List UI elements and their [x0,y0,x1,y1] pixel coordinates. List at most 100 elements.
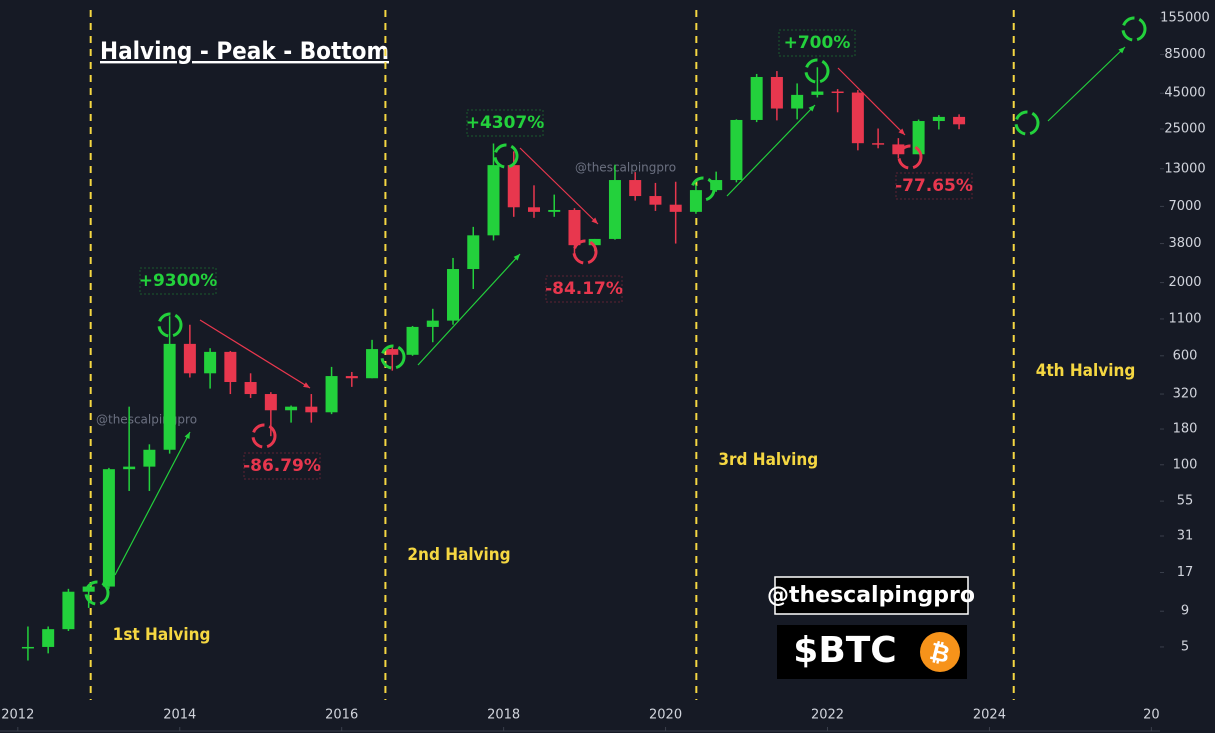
halving-label: 3rd Halving [718,450,818,470]
y-tick-label: 9 [1181,604,1189,619]
label-box [895,172,973,200]
marker-ring [897,144,923,170]
candle-body [82,586,95,592]
candle-body [102,469,115,587]
y-tick-label: 7000 [1168,199,1201,214]
candle-body [42,629,55,647]
y-tick-label: 45000 [1164,86,1205,101]
candle-body [447,269,460,321]
candle-body [953,116,966,125]
candle-body [507,165,520,208]
candle-body [568,209,581,246]
y-tick-label: 13000 [1164,161,1205,176]
candle-body [244,382,257,395]
y-tick-label: 85000 [1164,47,1205,62]
candle-body [548,209,561,212]
y-tick-label: 155000 [1160,11,1210,26]
candle-body [770,76,783,109]
watermark: @thescalpingpro [575,161,676,175]
candle-body [527,207,540,212]
candle-body [851,92,864,144]
candle-body [710,180,723,191]
arrow-head [591,217,598,224]
x-tick-label: 2018 [487,708,520,723]
candle-body [750,76,763,120]
arrow-head [184,432,190,439]
marker-ring [1014,110,1040,136]
marker-ring [84,580,110,606]
x-tick-label: 2012 [1,708,34,723]
y-tick-label: 320 [1173,387,1198,402]
y-tick-label: 3800 [1168,236,1201,251]
y-tick-label: 1100 [1168,311,1201,326]
watermark: @thescalpingpro [96,413,197,427]
percent-label: -86.79% [243,456,321,476]
label-box [243,452,321,480]
marker-ring [157,312,183,338]
candle-body [831,91,844,94]
handle: @thescalpingpro [767,583,975,608]
candle-body [892,144,905,155]
percent-label: +700% [784,33,851,53]
y-tick-label: 25000 [1164,121,1205,136]
arrow-head [808,105,815,112]
y-tick-label: 17 [1177,565,1194,580]
x-tick-label: 20 [1143,708,1160,723]
trend-arrow [417,253,521,366]
candle-body [872,143,885,145]
candle-body [932,116,945,122]
ticker: $BTC [793,630,896,671]
x-tick-label: 2020 [649,708,682,723]
x-tick-label: 2014 [163,708,196,723]
candle-body [62,591,75,630]
marker-ring [804,58,830,84]
y-tick-label: 600 [1173,348,1198,363]
candle-body [285,406,298,411]
arrow-head [513,254,520,261]
candle-body [366,349,379,379]
candle-body [608,180,621,239]
candle-body [588,238,601,246]
label-box [545,275,623,303]
candle-body [406,326,419,355]
halving-label: 4th Halving [1036,361,1136,381]
candle-body [629,180,642,197]
candle-body [163,343,176,450]
marker-ring [380,344,406,370]
candle-body [224,351,237,383]
halving-label: 2nd Halving [407,545,510,565]
candle-body [467,235,480,270]
halving-label: 1st Halving [113,625,211,645]
candle-body [143,449,156,467]
chart-title: Halving - Peak - Bottom [100,37,389,65]
y-tick-label: 31 [1177,528,1194,543]
x-tick-label: 2024 [973,708,1006,723]
x-tick-label: 2016 [325,708,358,723]
label-box [778,29,856,57]
trend-arrow [837,67,906,136]
percent-label: -84.17% [545,279,623,299]
x-tick-label: 2022 [811,708,844,723]
candle-body [183,343,196,374]
y-tick-label: 180 [1173,422,1198,437]
arrow-head [1118,47,1125,54]
percent-label: -77.65% [895,176,973,196]
candle-body [669,204,682,212]
label-box [466,109,544,137]
candle-body [791,94,804,109]
marker-ring [690,176,716,202]
trend-arrow [519,147,599,225]
arrow-head [898,128,905,135]
trend-arrow [726,104,816,197]
y-tick-label: 100 [1173,457,1198,472]
handle-box [774,576,969,615]
y-tick-label: 55 [1177,494,1194,509]
y-tick-label: 5 [1181,639,1189,654]
candle-body [811,91,824,95]
label-box [139,267,217,295]
trend-arrow [1047,46,1126,122]
candle-body [123,466,136,470]
percent-label: +4307% [466,113,545,133]
